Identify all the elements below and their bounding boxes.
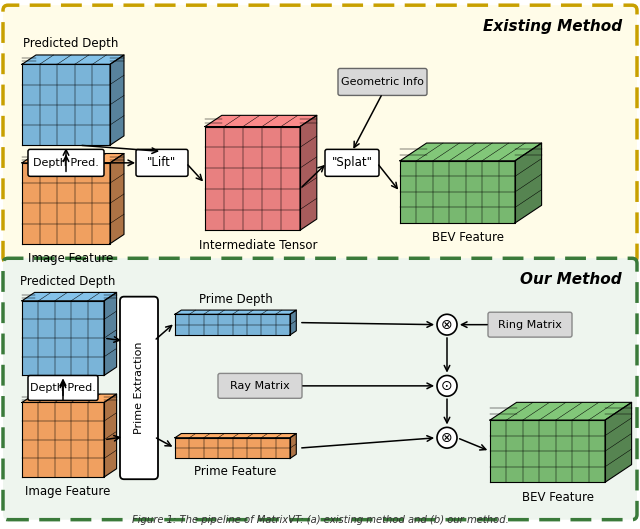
Polygon shape (400, 161, 515, 223)
FancyBboxPatch shape (325, 149, 379, 176)
Text: ⊙: ⊙ (441, 379, 453, 393)
Polygon shape (22, 394, 116, 403)
FancyBboxPatch shape (28, 376, 98, 400)
Polygon shape (175, 434, 296, 437)
FancyBboxPatch shape (3, 258, 637, 519)
Text: BEV Feature: BEV Feature (522, 490, 593, 504)
Circle shape (437, 376, 457, 396)
Text: Depth Pred.: Depth Pred. (33, 158, 99, 168)
FancyBboxPatch shape (120, 297, 158, 479)
Polygon shape (515, 143, 541, 223)
Polygon shape (290, 434, 296, 459)
Polygon shape (300, 115, 317, 230)
Polygon shape (175, 437, 290, 459)
Text: "Splat": "Splat" (332, 157, 372, 169)
Polygon shape (22, 55, 124, 65)
Polygon shape (290, 310, 296, 335)
Polygon shape (205, 115, 317, 126)
FancyBboxPatch shape (488, 312, 572, 337)
FancyBboxPatch shape (218, 373, 302, 398)
Polygon shape (22, 163, 110, 244)
Polygon shape (400, 143, 541, 161)
Text: Ray Matrix: Ray Matrix (230, 381, 290, 391)
Polygon shape (22, 301, 104, 376)
Polygon shape (490, 403, 632, 420)
Text: Geometric Info: Geometric Info (341, 77, 424, 87)
Polygon shape (104, 394, 116, 477)
FancyBboxPatch shape (136, 149, 188, 176)
Polygon shape (205, 126, 300, 230)
Text: Intermediate Tensor: Intermediate Tensor (199, 239, 317, 252)
Text: Ring Matrix: Ring Matrix (498, 320, 562, 330)
Text: Image Feature: Image Feature (26, 486, 111, 498)
Polygon shape (22, 293, 116, 301)
Circle shape (437, 427, 457, 448)
Text: Existing Method: Existing Method (483, 19, 622, 34)
Polygon shape (175, 310, 296, 314)
Polygon shape (110, 55, 124, 145)
Text: Our Method: Our Method (520, 272, 622, 287)
Text: Prime Depth: Prime Depth (198, 293, 273, 306)
FancyBboxPatch shape (28, 149, 104, 176)
Text: Prime Extraction: Prime Extraction (134, 342, 144, 434)
Polygon shape (605, 403, 632, 482)
Text: ⊗: ⊗ (441, 431, 453, 445)
Text: Predicted Depth: Predicted Depth (20, 275, 116, 288)
Polygon shape (175, 314, 290, 335)
Text: BEV Feature: BEV Feature (431, 231, 504, 244)
Polygon shape (22, 153, 124, 163)
Polygon shape (22, 65, 110, 145)
Polygon shape (104, 293, 116, 376)
Text: "Lift": "Lift" (147, 157, 177, 169)
Text: Prime Feature: Prime Feature (195, 464, 276, 478)
Polygon shape (110, 153, 124, 244)
Text: Predicted Depth: Predicted Depth (23, 37, 118, 50)
Text: Depth Pred.: Depth Pred. (30, 383, 96, 393)
Polygon shape (490, 420, 605, 482)
FancyBboxPatch shape (338, 68, 427, 95)
Circle shape (437, 314, 457, 335)
Polygon shape (22, 403, 104, 477)
FancyBboxPatch shape (3, 5, 637, 262)
Text: Image Feature: Image Feature (28, 252, 114, 265)
Text: Figure 1: The pipeline of MatrixVT: (a) existing method and (b) our method.: Figure 1: The pipeline of MatrixVT: (a) … (132, 515, 508, 525)
Text: ⊗: ⊗ (441, 317, 453, 332)
